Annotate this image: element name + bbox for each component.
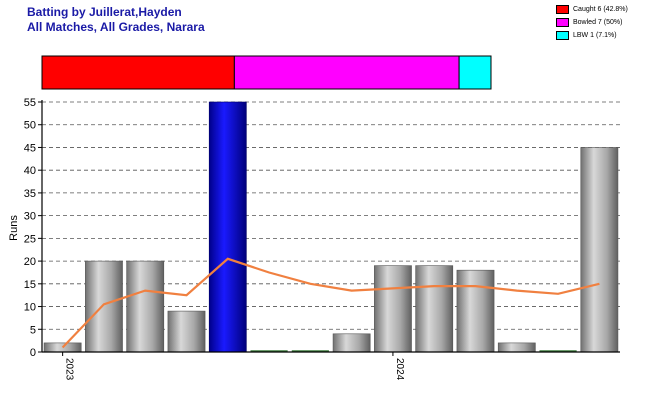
legend-label-caught: Caught 6 (42.8%): [573, 6, 628, 13]
bar-10: [456, 269, 495, 353]
bar-11: [497, 342, 536, 353]
y-tick-label: 30: [24, 211, 36, 223]
bars: [43, 101, 619, 353]
bar-4: [208, 101, 247, 353]
y-tick-label: 40: [24, 165, 36, 177]
bar-13: [580, 147, 619, 353]
legend-item-bowled: Bowled 7 (50%): [556, 17, 628, 28]
y-tick-label: 20: [24, 256, 36, 268]
grid-lines: [42, 101, 620, 330]
bar-8: [374, 265, 412, 353]
chart-subtitle: All Matches, All Grades, Narara: [27, 20, 205, 34]
bar-7: [332, 333, 371, 353]
axes: 0 5 10 15 20 25 30 35 40 45 50 55 2023 2024: [24, 97, 620, 381]
dismissal-bar: [41, 55, 492, 90]
y-tick-label: 10: [24, 302, 36, 314]
legend-swatch-caught: [556, 5, 569, 14]
x-tick-label: 2023: [64, 358, 75, 381]
dismissal-segment-1: [233, 55, 460, 90]
chart-title: Batting by Juillerat,Hayden: [27, 5, 182, 19]
average-polyline: [61, 257, 600, 349]
y-tick-label: 15: [24, 279, 36, 291]
legend-swatch-lbw: [556, 31, 569, 40]
bar-9: [415, 265, 454, 353]
y-tick-label: 0: [30, 347, 36, 359]
legend-swatch-bowled: [556, 18, 569, 27]
y-tick-label: 50: [24, 120, 36, 132]
x-tick-label: 2024: [394, 358, 405, 381]
y-tick-label: 45: [24, 142, 36, 154]
y-tick-label: 35: [24, 188, 36, 200]
dismissal-segment-0: [41, 55, 235, 90]
y-tick-label: 5: [30, 324, 36, 336]
bar-3: [167, 310, 206, 353]
bar-1: [85, 260, 123, 353]
legend: Caught 6 (42.8%) Bowled 7 (50%) LBW 1 (7…: [556, 4, 628, 43]
bar-2: [126, 260, 165, 353]
y-tick-label: 25: [24, 233, 36, 245]
y-tick-label: 55: [24, 97, 36, 109]
legend-item-lbw: LBW 1 (7.1%): [556, 30, 628, 41]
legend-label-bowled: Bowled 7 (50%): [573, 19, 623, 26]
y-axis-label: Runs: [8, 215, 20, 241]
dismissal-segment-2: [458, 55, 492, 90]
legend-item-caught: Caught 6 (42.8%): [556, 4, 628, 15]
average-line: [61, 257, 600, 349]
legend-label-lbw: LBW 1 (7.1%): [573, 32, 617, 39]
